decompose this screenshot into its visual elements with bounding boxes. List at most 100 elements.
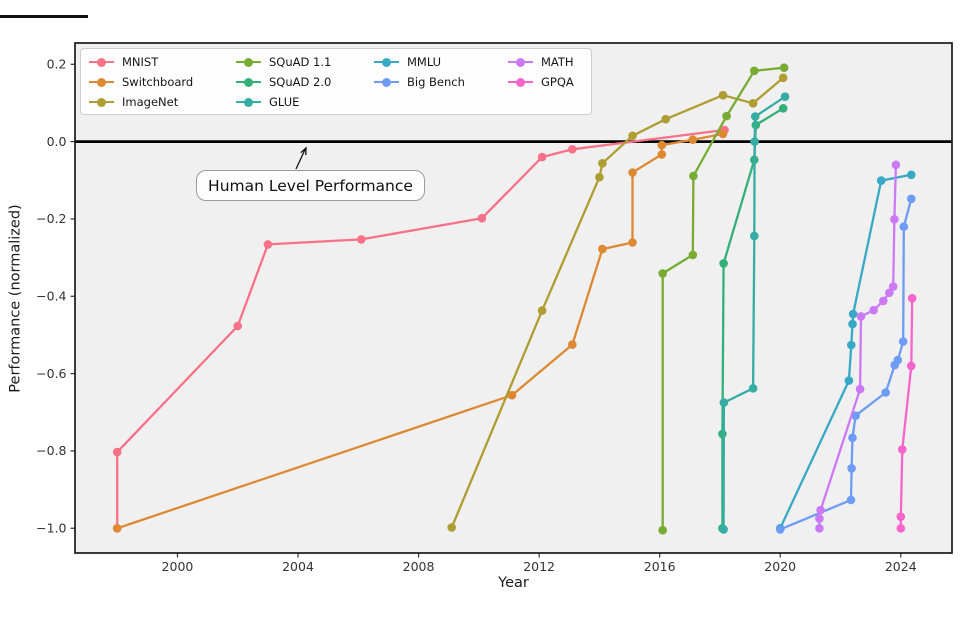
annotation-arrow [295,148,307,170]
legend-item-glue: GLUE [236,95,300,109]
data-point-mmlu [876,176,886,185]
data-point-big-bench [881,388,890,397]
data-point-mmlu [844,376,854,385]
data-point-big-bench [846,495,856,505]
legend-label-big-bench: Big Bench [407,75,465,89]
data-point-squad-1-1 [779,63,789,72]
data-point-mmlu [848,309,858,319]
data-point-switchboard [688,135,698,144]
annotation-human-level: Human Level Performance [196,170,425,201]
legend-marker-mmlu [374,57,399,67]
data-point-switchboard [568,340,577,349]
axes-spines [74,42,953,554]
legend-label-switchboard: Switchboard [122,75,194,89]
legend-marker-glue [236,97,261,107]
data-point-switchboard [628,238,637,247]
data-point-imagenet [595,172,604,182]
data-point-math [815,524,824,533]
legend-label-glue: GLUE [269,95,300,109]
data-point-imagenet [778,73,788,83]
data-point-gpqa [907,361,916,371]
data-point-imagenet [718,90,728,100]
x-tick-label: 2008 [403,559,435,574]
data-point-switchboard [598,244,607,254]
y-tick-label: 0.0 [47,134,67,149]
data-point-math [888,282,898,291]
data-point-mnist [112,447,122,457]
legend-label-gpqa: GPQA [541,75,574,89]
data-point-big-bench [898,337,908,346]
data-point-squad-1-1 [722,111,731,121]
x-axis-label: Year [498,575,529,591]
legend-label-squad-1-1: SQuAD 1.1 [269,55,332,69]
data-point-big-bench [775,525,785,534]
y-tick-label: −0.8 [36,443,66,458]
legend-label-math: MATH [541,55,574,69]
data-point-big-bench [899,222,909,231]
data-point-mmlu [847,340,856,350]
data-point-math [890,215,899,224]
data-point-mnist [357,235,366,244]
data-point-imagenet [447,523,457,532]
legend-marker-gpqa [508,77,533,87]
x-tick-label: 2020 [764,559,796,574]
y-tick-label: −0.2 [36,211,66,226]
x-tick-label: 2012 [523,559,555,574]
legend-label-mnist: MNIST [122,55,159,69]
data-point-glue [719,398,729,407]
data-point-math [856,312,866,321]
legend-item-squad-2-0: SQuAD 2.0 [236,75,332,89]
x-tick-label: 2016 [644,559,676,574]
data-point-glue [748,384,758,393]
data-point-imagenet [598,159,607,168]
data-point-math [879,296,888,306]
y-tick-label: −1.0 [36,520,66,535]
data-point-mmlu [907,170,916,180]
data-point-glue [750,112,760,121]
data-point-imagenet [628,131,637,141]
legend-marker-switchboard [89,77,114,87]
data-point-squad-1-1 [689,171,698,181]
top-left-artifact [0,15,88,18]
legend-marker-big-bench [374,77,399,87]
legend-marker-squad-2-0 [236,77,261,87]
data-point-switchboard [718,129,728,139]
legend-label-imagenet: ImageNet [122,95,179,109]
annotation-text: Human Level Performance [208,176,413,195]
y-axis-label: Performance (normalized) [7,204,24,393]
legend-item-squad-1-1: SQuAD 1.1 [236,55,332,69]
data-point-squad-1-1 [658,269,667,278]
data-point-imagenet [537,306,547,315]
series-line-switchboard [116,132,724,530]
data-point-math [869,305,878,315]
data-point-big-bench [893,355,903,365]
data-point-switchboard [112,524,122,533]
data-point-gpqa [896,512,906,521]
data-point-imagenet [748,99,758,108]
data-point-glue [719,525,728,534]
x-tick-label: 2024 [885,559,917,574]
y-tick-label: −0.4 [36,288,66,303]
legend-label-squad-2-0: SQuAD 2.0 [269,75,332,89]
data-point-mnist [477,213,487,223]
data-point-glue [750,137,759,146]
legend-item-mmlu: MMLU [374,55,441,69]
legend-marker-mnist [89,57,114,67]
y-tick-label: 0.2 [47,56,67,71]
data-point-glue [750,231,759,241]
x-tick-label: 2000 [162,559,194,574]
data-point-imagenet [661,114,670,124]
legend-item-imagenet: ImageNet [89,95,179,109]
data-point-gpqa [896,524,906,533]
data-point-squad-2-0 [718,429,727,439]
data-point-big-bench [847,464,856,473]
data-point-glue [780,92,790,101]
data-point-gpqa [898,445,907,454]
x-tick-label: 2004 [282,559,314,574]
data-point-squad-1-1 [658,525,667,535]
data-point-switchboard [507,390,517,400]
legend-item-big-bench: Big Bench [374,75,465,89]
data-point-squad-2-0 [719,259,728,268]
